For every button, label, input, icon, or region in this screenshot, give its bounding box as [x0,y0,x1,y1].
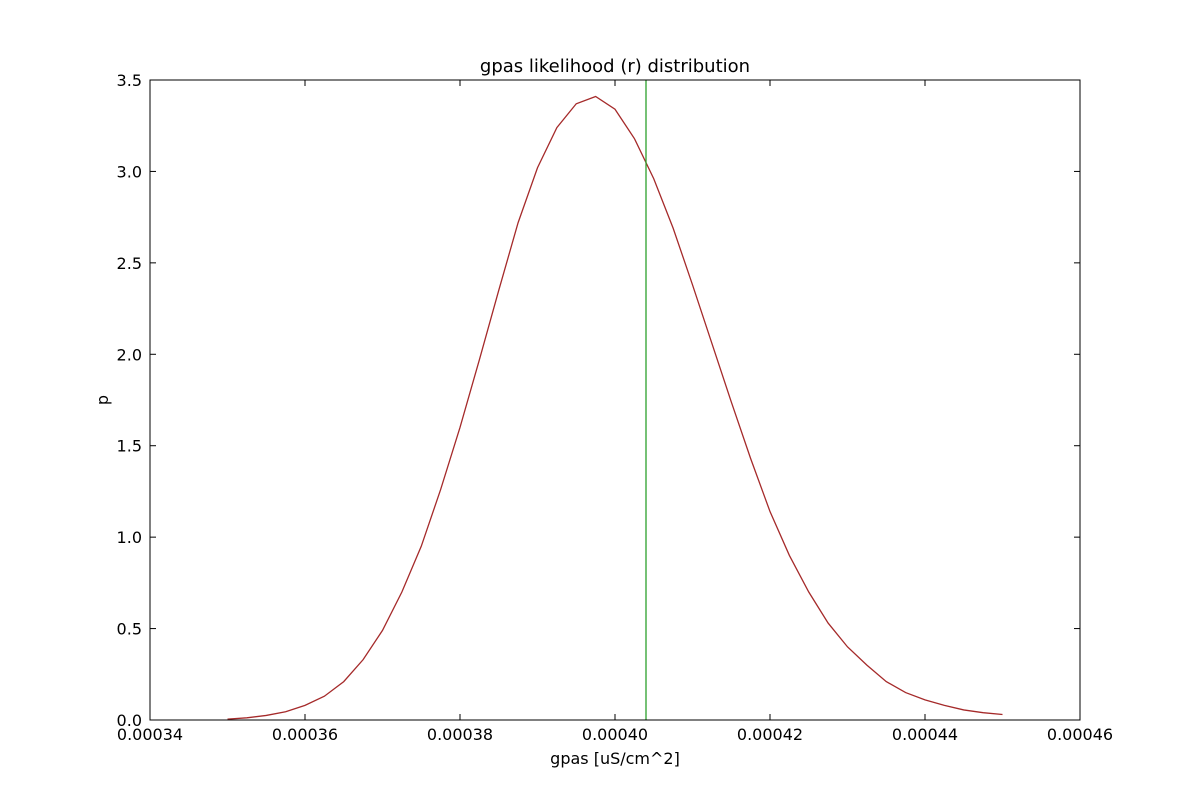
x-tick-label: 0.00042 [737,725,803,744]
likelihood-curve [227,95,1003,720]
y-tick-label: 3.0 [117,162,142,181]
y-tick-label: 1.0 [117,528,142,547]
axes-frame [149,79,1081,721]
x-tick-label: 0.00036 [272,725,338,744]
y-tick-label: 1.5 [117,437,142,456]
x-tick-label: 0.00040 [582,725,648,744]
series-layer [227,80,1003,720]
x-tick-label: 0.00044 [892,725,958,744]
plot-area [227,80,1003,720]
x-tick-label: 0.00046 [1047,725,1113,744]
chart-title: gpas likelihood (r) distribution [480,56,750,77]
y-tick-label: 0.0 [117,711,142,730]
y-axis-label: p [93,395,112,405]
y-tick-label: 0.5 [117,620,142,639]
y-tick-label: 3.5 [117,71,142,90]
x-tick-label: 0.00034 [117,725,183,744]
y-tick-label: 2.0 [117,345,142,364]
x-axis-label: gpas [uS/cm^2] [550,749,680,768]
y-tick-label: 2.5 [117,254,142,273]
ticks-layer: 0.00034 0.00036 0.00038 0.00040 0.00042 0.000… [117,71,1114,744]
x-tick-label: 0.00038 [427,725,493,744]
